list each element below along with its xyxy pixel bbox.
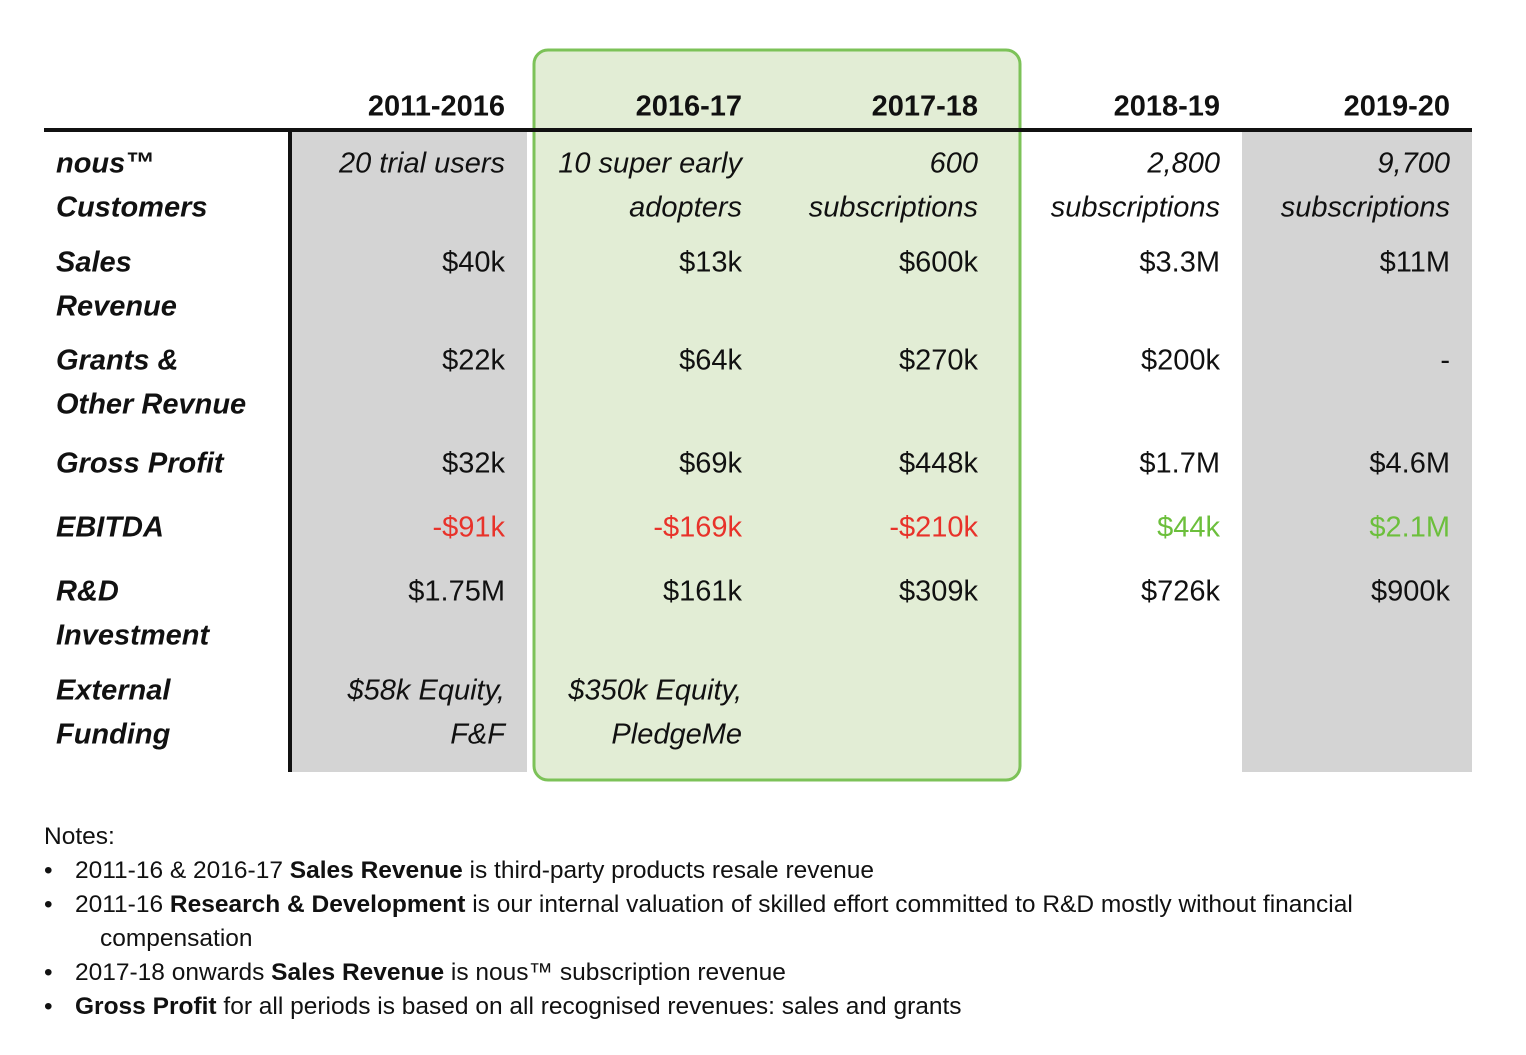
cell: adopters: [629, 192, 742, 224]
note-text: for all periods is based on all recognis…: [216, 993, 962, 1020]
cell: -$210k: [889, 512, 978, 544]
cell: $726k: [1141, 576, 1221, 608]
row-label: Gross Profit: [56, 448, 225, 480]
cell: $32k: [442, 448, 505, 480]
note-text: 2017-18 onwards: [75, 959, 272, 986]
row-label: Funding: [56, 719, 171, 751]
cell: -$169k: [653, 512, 742, 544]
note-text: is our internal valuation of skilled eff…: [100, 891, 1353, 952]
cell: PledgeMe: [611, 719, 742, 751]
cell: 2,800: [1146, 148, 1220, 180]
cell: $448k: [899, 448, 979, 480]
cell: 600: [930, 148, 978, 180]
cell: 9,700: [1377, 148, 1450, 180]
table: 2011-2016 2016-17 2017-18 2018-19 2019-20 nou…: [44, 48, 1472, 782]
note-text: Sales Revenue: [271, 959, 445, 986]
cell: $2.1M: [1369, 512, 1450, 544]
cell: $350k Equity,: [567, 675, 742, 707]
cell: $3.3M: [1139, 247, 1220, 279]
note-text: 2011-16 & 2016-17: [75, 857, 290, 884]
cell: $13k: [679, 247, 742, 279]
notes-title: Notes:: [44, 823, 115, 850]
shade-col: [292, 132, 527, 772]
cell: F&F: [450, 719, 507, 751]
note-text: Gross Profit: [75, 993, 217, 1020]
column-header: 2011-2016: [368, 91, 505, 123]
note-text: is nous™ subscription revenue: [444, 959, 786, 986]
cell: -$91k: [432, 512, 505, 544]
row-label: Revenue: [56, 291, 177, 323]
cell: $58k Equity,: [347, 675, 505, 707]
cell: $270k: [899, 345, 979, 377]
row-label: Sales: [56, 247, 132, 279]
cell: $600k: [899, 247, 979, 279]
cell: $900k: [1371, 576, 1451, 608]
note: 2017-18 onwards Sales Revenue is nous™ s…: [44, 956, 1464, 990]
shade-col: [1242, 132, 1472, 772]
note: 2011-16 Research & Development is our in…: [44, 888, 1464, 956]
cell: $11M: [1380, 247, 1450, 279]
cell: $1.75M: [408, 576, 505, 608]
cell: $1.7M: [1139, 448, 1220, 480]
note: 2011-16 & 2016-17 Sales Revenue is third…: [44, 854, 1464, 888]
note-text: Research & Development: [169, 891, 466, 918]
cell: subscriptions: [1051, 192, 1220, 224]
column-header: 2016-17: [636, 91, 742, 123]
note: Gross Profit for all periods is based on…: [44, 990, 1464, 1024]
note-text: 2011-16: [75, 891, 170, 918]
cell: $64k: [679, 345, 742, 377]
column-header: 2018-19: [1114, 91, 1220, 123]
cell: $40k: [442, 247, 505, 279]
row-label: Grants &: [56, 345, 178, 377]
note-text: Sales Revenue: [289, 857, 463, 884]
cell: $69k: [679, 448, 742, 480]
row-label: External: [56, 675, 171, 707]
row-label: Investment: [56, 620, 210, 652]
cell: 20 trial users: [338, 148, 505, 180]
row-label: Customers: [56, 192, 208, 224]
column-header: 2017-18: [872, 91, 978, 123]
notes: Notes: 2011-16 & 2016-17 Sales Revenue i…: [44, 820, 1464, 1024]
cell: subscriptions: [809, 192, 978, 224]
cell: $44k: [1157, 512, 1220, 544]
cell: 10 super early: [558, 148, 743, 180]
note-text: is third-party products resale revenue: [462, 857, 874, 884]
row-label: nous™: [56, 148, 154, 180]
cell: $22k: [442, 345, 505, 377]
row-label: Other Revnue: [56, 389, 246, 421]
highlight-box: [532, 48, 1022, 782]
cell: subscriptions: [1281, 192, 1450, 224]
cell: $161k: [663, 576, 743, 608]
row-label: R&D: [56, 576, 119, 608]
cell: -: [1440, 345, 1450, 377]
cell: $4.6M: [1369, 448, 1450, 480]
cell: $200k: [1141, 345, 1221, 377]
cell: $309k: [899, 576, 979, 608]
column-header: 2019-20: [1344, 91, 1450, 123]
row-label: EBITDA: [56, 512, 164, 544]
